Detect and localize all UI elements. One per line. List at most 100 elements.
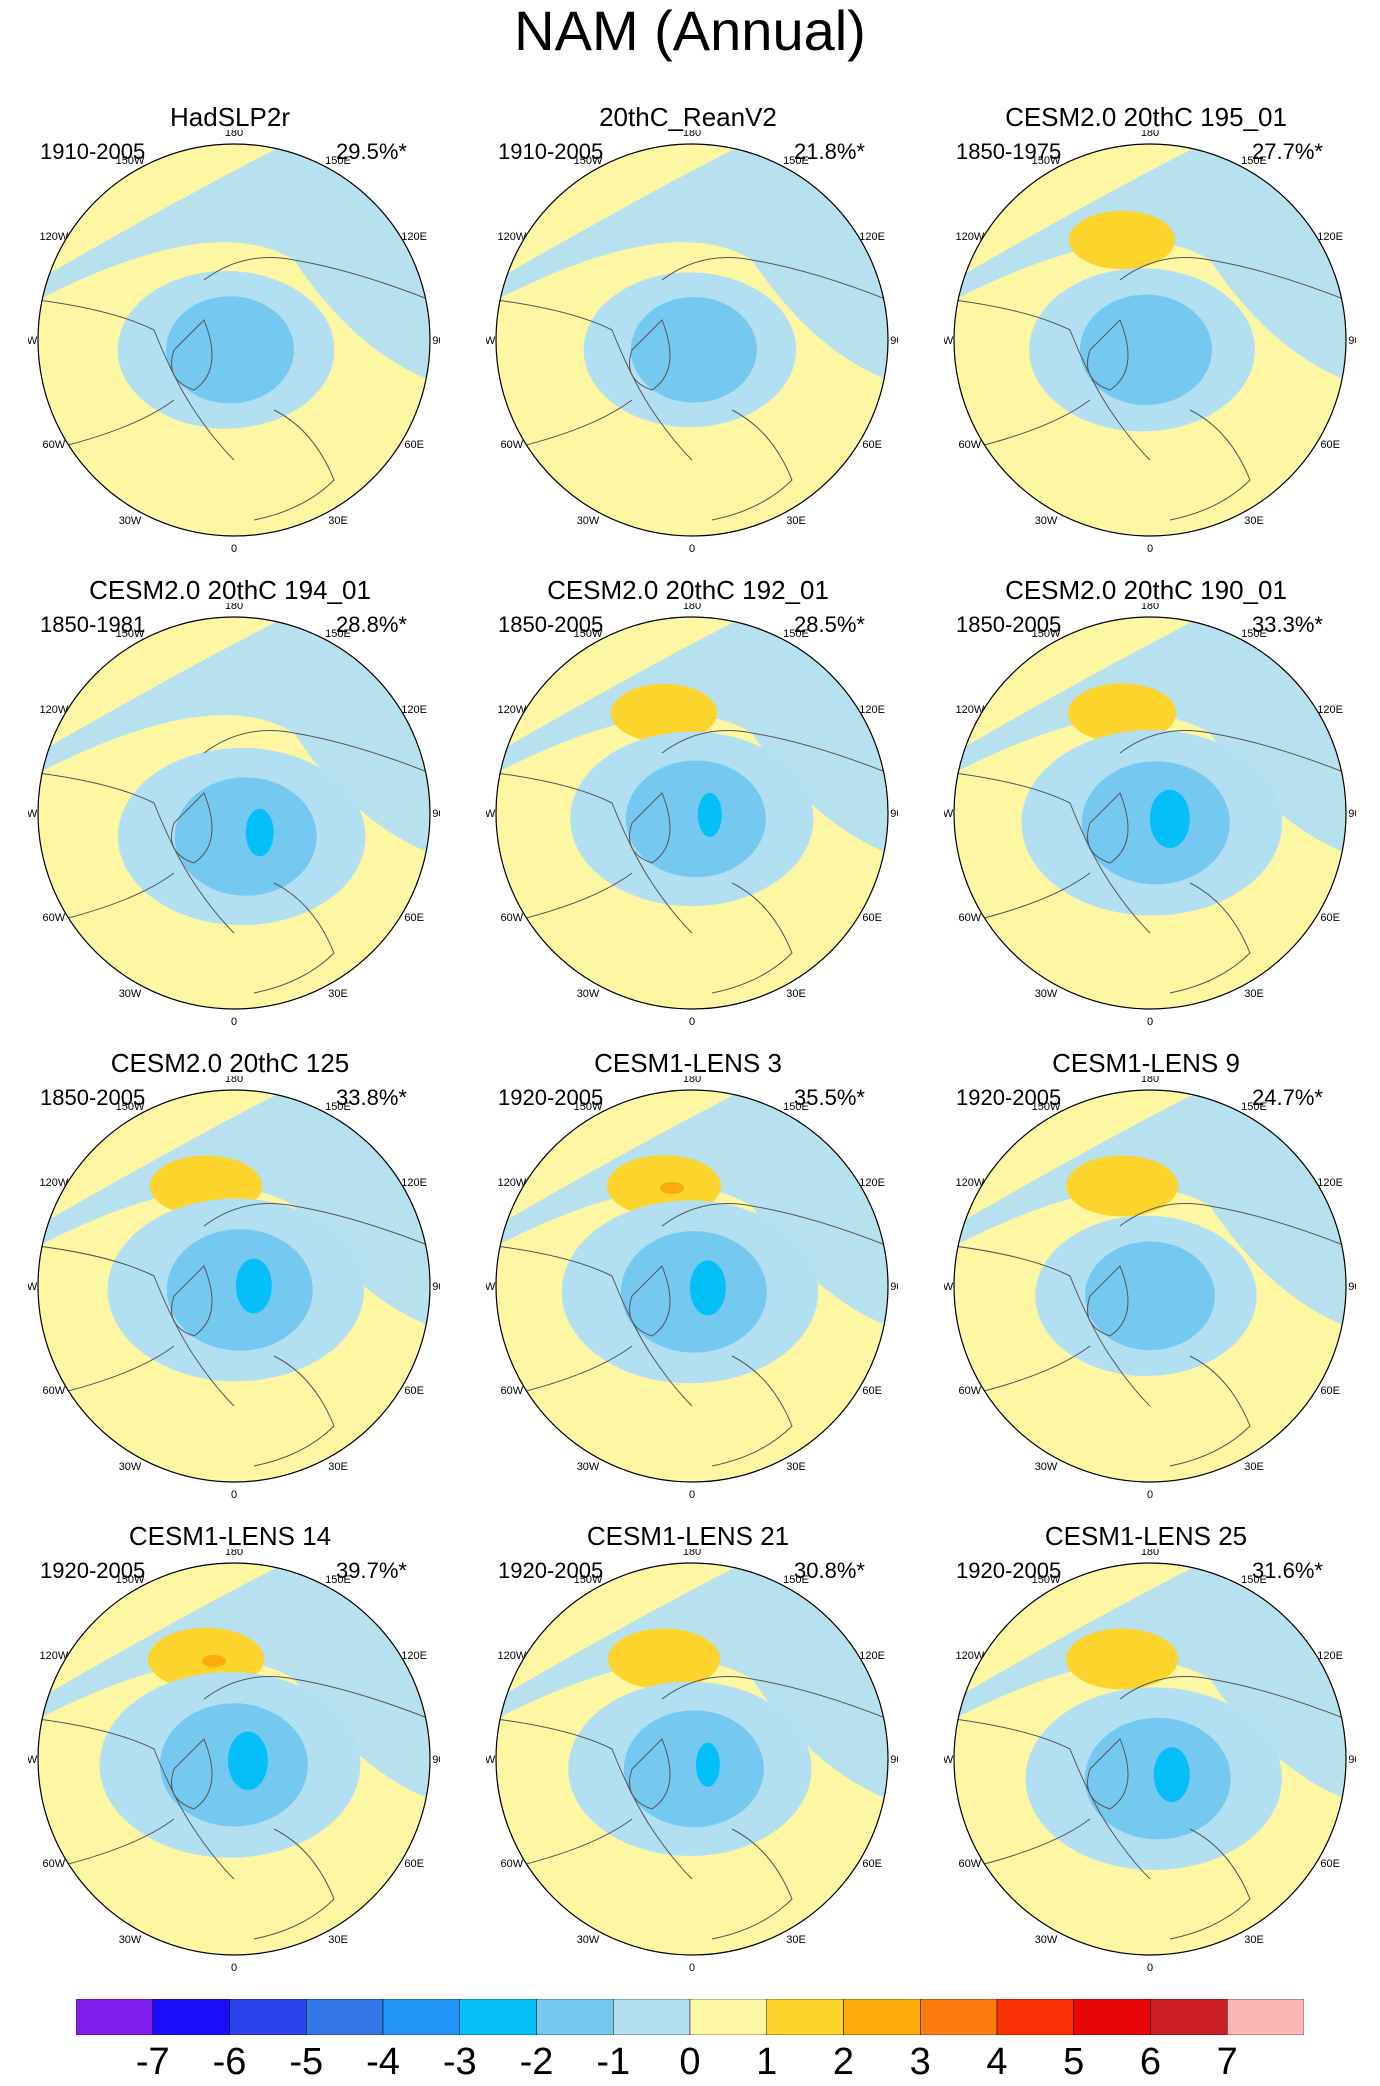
- longitude-label: 150E: [783, 1101, 809, 1113]
- coastlines: [954, 1203, 1346, 1467]
- negative-center-inner: [697, 792, 722, 837]
- longitude-label: 60E: [1320, 912, 1340, 924]
- colorbar-swatch: [996, 1999, 1074, 2035]
- map-boundary: [37, 616, 431, 1010]
- longitude-label: 60W: [959, 1858, 982, 1870]
- longitude-label: 90W: [944, 335, 954, 347]
- colorbar-swatch: [76, 1999, 153, 2035]
- negative-band-pacific: [496, 1090, 888, 1326]
- panel-years: 1920-2005: [498, 1558, 604, 1583]
- panel-title: CESM1-LENS 14: [128, 1521, 332, 1551]
- longitude-label: 180: [683, 1549, 701, 1558]
- longitude-label: 60E: [1320, 1858, 1340, 1870]
- longitude-label: 120W: [39, 1177, 68, 1189]
- longitude-label: 180: [1141, 603, 1159, 612]
- panel-variance-pct: 35.5%*: [794, 1085, 865, 1110]
- negative-center-inner: [245, 808, 274, 857]
- longitude-label: 30E: [328, 988, 348, 1000]
- longitude-label: 90E: [1348, 808, 1356, 820]
- longitude-label: 60E: [1320, 1385, 1340, 1397]
- longitude-label: 60E: [404, 1385, 424, 1397]
- map-boundary: [495, 1562, 889, 1956]
- longitude-label: 0: [1147, 1489, 1153, 1501]
- longitude-label: 60W: [959, 1385, 982, 1397]
- map-boundary: [953, 1089, 1347, 1483]
- longitude-label: 30W: [1035, 1461, 1058, 1473]
- longitude-label: 150W: [116, 628, 145, 640]
- map-panel: CESM2.0 20thC 190_01 1850-2005 33.3%* 180 15…: [916, 473, 1376, 1028]
- panel-variance-pct: 27.7%*: [1252, 139, 1323, 164]
- longitude-label: 180: [1141, 130, 1159, 139]
- longitude-label: 90W: [486, 335, 496, 347]
- colorbar-swatch: [459, 1999, 537, 2035]
- longitude-label: 150W: [574, 155, 603, 167]
- panel-title: CESM1-LENS 9: [1052, 1048, 1240, 1078]
- longitude-label: 90W: [944, 1281, 954, 1293]
- negative-band-pacific: [954, 1090, 1346, 1326]
- longitude-label: 180: [683, 1076, 701, 1085]
- polar-map: 180 150E 120E 90E 60E 30E 0 30W 60W 90W 120W 150W: [944, 603, 1356, 1028]
- longitude-label: 0: [231, 1962, 237, 1974]
- longitude-label: 30W: [577, 1461, 600, 1473]
- panel-variance-pct: 33.3%*: [1252, 612, 1323, 637]
- longitude-label: 30E: [786, 1461, 806, 1473]
- longitude-label: 150W: [1032, 155, 1061, 167]
- panel-years: 1920-2005: [956, 1085, 1062, 1110]
- map-boundary: [495, 1089, 889, 1483]
- longitude-label: 60W: [501, 1385, 524, 1397]
- colorbar-swatch: [306, 1999, 384, 2035]
- colorbar: [76, 1999, 1304, 2035]
- polar-map: 180 150E 120E 90E 60E 30E 0 30W 60W 90W 120W 150W: [486, 603, 898, 1028]
- longitude-label: 60E: [1320, 439, 1340, 451]
- longitude-label: 30W: [119, 1461, 142, 1473]
- panel-title: CESM1-LENS 25: [1044, 1521, 1248, 1551]
- map-boundary: [37, 143, 431, 537]
- longitude-label: 0: [689, 1016, 695, 1028]
- longitude-label: 150E: [325, 1101, 351, 1113]
- negative-center-mid: [623, 1710, 764, 1828]
- longitude-label: 60W: [43, 912, 66, 924]
- map-boundary: [495, 616, 889, 1010]
- longitude-label: 120E: [401, 1177, 427, 1189]
- panel-years: 1850-2005: [498, 612, 604, 637]
- longitude-label: 180: [683, 603, 701, 612]
- longitude-label: 150W: [1032, 628, 1061, 640]
- panel-title: CESM2.0 20thC 194_01: [89, 575, 371, 605]
- longitude-label: 120E: [1317, 704, 1343, 716]
- longitude-label: 0: [231, 1016, 237, 1028]
- positive-center-pacific: [1069, 210, 1175, 270]
- negative-band-pacific: [496, 617, 888, 853]
- longitude-label: 30W: [1035, 515, 1058, 527]
- longitude-label: 90E: [1348, 1281, 1356, 1293]
- negative-band-pacific: [38, 1563, 430, 1799]
- colorbar-swatch: [843, 1999, 921, 2035]
- colorbar-label: -4: [366, 2041, 400, 2083]
- longitude-label: 90E: [890, 1754, 898, 1766]
- longitude-label: 90W: [28, 335, 38, 347]
- negative-band-pacific: [496, 144, 888, 380]
- longitude-label: 180: [1141, 1076, 1159, 1085]
- longitude-label: 60W: [43, 439, 66, 451]
- longitude-label: 150W: [1032, 1574, 1061, 1586]
- longitude-label: 30W: [1035, 988, 1058, 1000]
- panel-variance-pct: 39.7%*: [336, 1558, 407, 1583]
- polar-map: 180 150E 120E 90E 60E 30E 0 30W 60W 90W 120W 150W: [28, 1549, 440, 1974]
- colorbar-label: -5: [289, 2041, 324, 2083]
- longitude-label: 90E: [1348, 335, 1356, 347]
- longitude-label: 90E: [890, 335, 898, 347]
- positive-peak: [202, 1655, 226, 1667]
- longitude-label: 180: [225, 1549, 243, 1558]
- longitude-label: 150E: [783, 1574, 809, 1586]
- panel-variance-pct: 24.7%*: [1252, 1085, 1323, 1110]
- polar-map: 180 150E 120E 90E 60E 30E 0 30W 60W 90W 120W 150W: [486, 130, 898, 555]
- longitude-label: 90E: [1348, 1754, 1356, 1766]
- positive-center-pacific: [611, 683, 717, 743]
- positive-center-pacific: [1068, 683, 1176, 743]
- longitude-label: 30W: [577, 515, 600, 527]
- map-panel: CESM1-LENS 3 1920-2005 35.5%* 180 150E 120E 90…: [458, 946, 918, 1501]
- negative-center-inner: [695, 1742, 720, 1787]
- map-panel: CESM2.0 20thC 195_01 1850-1975 27.7%* 180 15…: [916, 0, 1376, 555]
- longitude-label: 60W: [43, 1385, 66, 1397]
- longitude-label: 90E: [890, 808, 898, 820]
- panel-years: 1920-2005: [498, 1085, 604, 1110]
